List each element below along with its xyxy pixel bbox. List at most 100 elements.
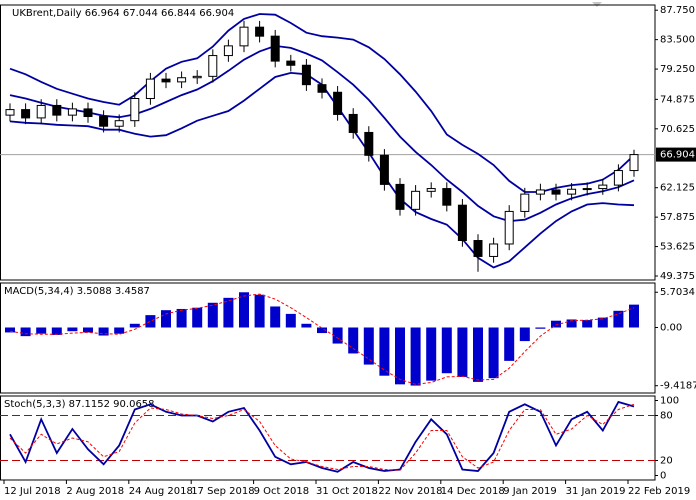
candle-body xyxy=(301,64,311,86)
panel-frame xyxy=(0,4,656,281)
macd-bar xyxy=(582,320,593,328)
candle-body xyxy=(83,108,93,118)
macd-bar xyxy=(488,327,499,379)
macd-bar xyxy=(379,327,390,376)
stoch-line xyxy=(9,400,635,473)
y-tick-label: 80 xyxy=(660,411,673,422)
y-tick-label: 79.250 xyxy=(660,64,695,75)
macd-bar xyxy=(504,327,515,361)
y-tick-label: 5.7034 xyxy=(660,287,695,298)
macd-bar xyxy=(51,327,62,335)
candle-body xyxy=(504,210,514,245)
panel-title: UKBrent,Daily 66.964 67.044 66.844 66.90… xyxy=(12,8,234,19)
macd-bar xyxy=(551,320,561,328)
candle-body xyxy=(99,116,109,127)
x-tick-label: 14 Dec 2018 xyxy=(441,486,505,497)
macd-bar xyxy=(629,304,639,328)
candle-body xyxy=(489,243,499,257)
candle-body xyxy=(411,190,421,210)
macd-bar xyxy=(519,327,530,342)
candle-body xyxy=(145,78,155,100)
candle-body xyxy=(177,77,187,83)
stoch-line xyxy=(9,403,635,471)
macd-bar xyxy=(36,327,47,334)
candle-body xyxy=(270,35,280,62)
macd-bar xyxy=(301,323,312,328)
macd-bar xyxy=(5,327,15,333)
macd-bar xyxy=(535,327,546,329)
candle-body xyxy=(348,113,358,133)
macd-bar xyxy=(223,297,234,328)
y-tick-label: 70.625 xyxy=(660,124,695,135)
candle-body xyxy=(613,170,623,186)
macd-bar xyxy=(363,327,374,365)
macd-bar xyxy=(98,327,109,336)
macd-bar xyxy=(395,327,405,385)
x-tick-label: 31 Jan 2019 xyxy=(566,486,626,497)
y-tick-label: 53.625 xyxy=(660,242,695,253)
candle-body xyxy=(223,45,233,57)
macd-bar xyxy=(332,327,343,344)
macd-bar xyxy=(317,327,327,334)
candle-body xyxy=(582,188,592,191)
panel-title: MACD(5,34,4) 3.5088 3.4587 xyxy=(4,286,150,297)
macd-bar xyxy=(129,323,140,328)
candle-body xyxy=(208,55,218,77)
macd-bar xyxy=(457,327,468,377)
macd-bar xyxy=(176,308,187,328)
macd-bar xyxy=(426,327,437,381)
candle-body xyxy=(36,104,46,119)
x-tick-label: 9 Oct 2018 xyxy=(254,486,309,497)
y-tick-label: 83.500 xyxy=(660,35,695,46)
candle-body xyxy=(364,131,374,156)
macd-bar xyxy=(285,313,296,328)
x-tick-label: 2 Aug 2018 xyxy=(66,486,124,497)
candle-body xyxy=(192,75,202,79)
panel-frame xyxy=(0,395,656,481)
macd-bar xyxy=(239,292,249,328)
candle-body xyxy=(317,84,327,93)
x-tick-label: 22 Nov 2018 xyxy=(378,486,442,497)
macd-bar xyxy=(67,327,78,332)
candle-body xyxy=(535,189,545,195)
y-tick-label: 0.00 xyxy=(660,322,682,333)
macd-bar xyxy=(348,327,359,354)
macd-bar xyxy=(192,307,203,328)
candle-body xyxy=(286,60,296,66)
y-tick-label: 62.125 xyxy=(660,183,695,194)
candle-body xyxy=(333,91,343,115)
macd-bar xyxy=(613,310,624,328)
y-tick-label: -9.4187 xyxy=(660,381,696,392)
x-tick-label: 12 Jul 2018 xyxy=(4,486,61,497)
y-tick-label: 49.375 xyxy=(660,271,695,282)
candle-body xyxy=(5,109,15,116)
y-tick-label: 57.875 xyxy=(660,212,695,223)
macd-bar xyxy=(566,319,577,328)
candle-body xyxy=(473,240,483,257)
candle-body xyxy=(379,154,389,185)
candle-body xyxy=(551,189,561,195)
x-tick-label: 22 Feb 2019 xyxy=(628,486,690,497)
bollinger-band xyxy=(9,13,635,193)
candle-body xyxy=(255,26,265,37)
panel-title: Stoch(5,3,3) 87.1152 90.0658 xyxy=(4,399,155,410)
candle-body xyxy=(457,204,467,242)
candle-body xyxy=(130,98,140,122)
macd-bar xyxy=(20,327,31,337)
x-tick-label: 17 Sep 2018 xyxy=(191,486,254,497)
y-tick-label: 0 xyxy=(660,471,666,482)
macd-signal xyxy=(9,293,635,385)
y-tick-label: 87.750 xyxy=(660,5,695,16)
x-tick-label: 31 Oct 2018 xyxy=(316,486,378,497)
x-tick-label: 24 Aug 2018 xyxy=(129,486,193,497)
macd-bar xyxy=(473,327,483,382)
candle-body xyxy=(567,188,577,195)
macd-bar xyxy=(410,327,421,386)
candle-body xyxy=(442,188,452,206)
candle-body xyxy=(520,193,530,212)
macd-bar xyxy=(83,327,93,333)
candle-body xyxy=(161,78,171,83)
macd-bar xyxy=(254,294,265,328)
panel-frame xyxy=(0,282,656,394)
